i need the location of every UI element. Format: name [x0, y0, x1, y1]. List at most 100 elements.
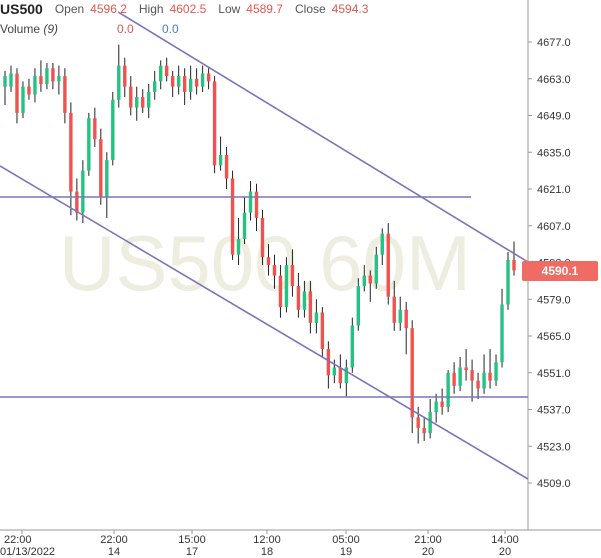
candle — [278, 265, 283, 318]
candle-body-down — [296, 286, 301, 310]
candle-body-up — [500, 304, 504, 363]
candle — [452, 362, 456, 394]
candle — [314, 299, 319, 334]
watermark: US500,60M — [59, 219, 471, 307]
ohlc-legend: US500 Open 4596.2 High 4602.5 Low 4589.7… — [0, 0, 380, 18]
candle-body-up — [117, 65, 121, 100]
candle-body-up — [153, 81, 157, 92]
candle-body-up — [45, 68, 49, 84]
candle — [93, 107, 97, 147]
x-tick-date: 20 — [421, 546, 435, 558]
candle-body-down — [51, 68, 55, 82]
candle-body-up — [147, 91, 151, 108]
candle-body-up — [176, 76, 181, 87]
candle — [428, 399, 432, 439]
plot-background — [0, 0, 528, 530]
x-tick-label: 05:00 19 — [326, 534, 366, 558]
candle-body-up — [494, 362, 498, 381]
candle — [218, 136, 223, 171]
candle-body-down — [254, 191, 259, 218]
candle — [422, 417, 426, 441]
high-label: High — [138, 2, 164, 16]
candle — [338, 354, 343, 389]
candle — [284, 257, 289, 313]
candle-body-down — [164, 65, 169, 77]
y-tick-label: 4523.0 — [537, 441, 571, 453]
candle-body-down — [260, 217, 265, 258]
candle-body-down — [99, 139, 103, 197]
candle — [440, 388, 444, 415]
candle — [410, 320, 414, 434]
candle-body-down — [212, 81, 217, 166]
candle-body-up — [482, 372, 486, 389]
low-label: Low — [218, 2, 241, 16]
candle — [434, 393, 438, 423]
candle — [9, 65, 13, 92]
candle-body-up — [200, 73, 205, 87]
x-tick-date: 19 — [339, 546, 353, 558]
x-tick-date: 20 — [498, 546, 512, 558]
x-tick-time: 15:00 — [178, 534, 206, 546]
y-tick-label: 4565.0 — [537, 331, 571, 343]
candle-body-down — [440, 401, 444, 407]
candle — [129, 76, 133, 116]
volume-label: Volume — [0, 22, 41, 36]
volume-value-a: 0.0 — [117, 22, 134, 36]
candle — [182, 68, 187, 105]
candle-body-down — [129, 86, 133, 108]
candle-body-down — [230, 178, 235, 255]
open-value: 4596.2 — [90, 2, 127, 16]
candle-body-down — [63, 76, 67, 113]
x-tick-date: 01/13/2022 — [0, 546, 56, 558]
candle — [374, 246, 378, 289]
candle-body-up — [135, 97, 139, 108]
candle — [482, 354, 486, 394]
open-label: Open — [54, 2, 85, 16]
candle — [446, 370, 450, 413]
candle-body-up — [314, 312, 319, 323]
candle — [344, 359, 349, 397]
candle-body-up — [398, 309, 402, 323]
volume-period: (9) — [43, 22, 59, 36]
candle — [260, 210, 265, 266]
candle — [266, 244, 271, 276]
candle-body-up — [344, 367, 349, 384]
candle-body-down — [338, 367, 343, 384]
candle-body-down — [206, 73, 211, 82]
candle-body-down — [452, 372, 456, 386]
candle — [206, 68, 211, 90]
candle-body-up — [506, 259, 510, 305]
x-tick-time: 05:00 — [332, 534, 360, 546]
candle-body-down — [272, 265, 277, 276]
candle-body-up — [356, 286, 361, 326]
candle-body-down — [368, 275, 372, 284]
candle — [194, 68, 199, 95]
candle-body-up — [242, 212, 247, 239]
candle-body-down — [392, 296, 396, 323]
candle — [33, 68, 37, 103]
candle — [230, 170, 235, 260]
high-value: 4602.5 — [169, 2, 207, 16]
candle-body-up — [111, 99, 115, 161]
candle-body-up — [236, 238, 241, 255]
candle-body-down — [39, 76, 43, 84]
candle-body-up — [33, 76, 37, 95]
candle — [392, 280, 396, 331]
candle — [242, 196, 247, 245]
x-tick-label: 15:00 17 — [172, 534, 212, 558]
candle — [3, 70, 7, 105]
candle — [458, 357, 462, 392]
candle-body-up — [446, 372, 450, 407]
candle — [75, 178, 79, 221]
candle-body-up — [3, 76, 7, 87]
x-tick-label: 21:00 20 — [408, 534, 448, 558]
candle-body-up — [57, 76, 61, 82]
candle-body-up — [302, 291, 307, 310]
candle-body-up — [458, 367, 462, 386]
x-tick-time: 12:00 — [253, 534, 281, 546]
y-tick-label: 4551.0 — [537, 368, 571, 380]
candle-body-up — [158, 65, 163, 82]
candle-body-down — [93, 118, 97, 140]
candle — [272, 254, 277, 289]
